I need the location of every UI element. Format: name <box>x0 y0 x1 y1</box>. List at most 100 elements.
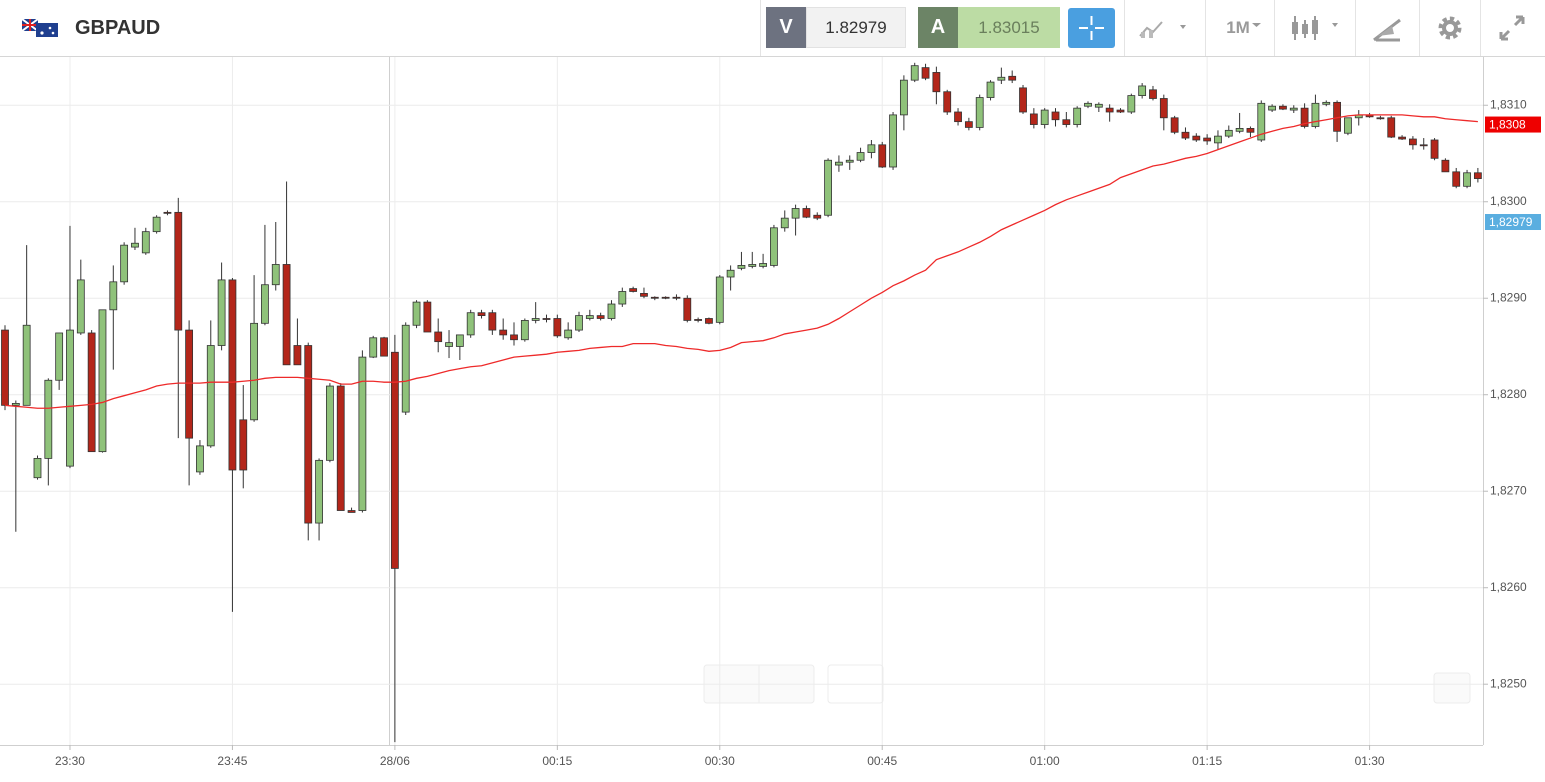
candle-body <box>1084 102 1092 107</box>
y-tick-label: 1,8260 <box>1490 580 1527 594</box>
candle-body <box>120 244 129 283</box>
candle-body <box>196 445 204 473</box>
y-tick-label: 1,8290 <box>1490 290 1527 304</box>
candle-body <box>531 318 540 321</box>
candle-body <box>477 312 486 317</box>
x-tick-label: 01:30 <box>1355 754 1385 768</box>
candle-body <box>585 315 594 319</box>
scroll-control[interactable] <box>1433 672 1471 704</box>
sell-label[interactable]: V <box>766 7 806 48</box>
candle-body <box>1051 111 1060 121</box>
candle-body <box>1 329 9 406</box>
candle-body <box>369 337 378 358</box>
candle-body <box>553 318 562 337</box>
candle-body <box>1062 119 1071 125</box>
x-tick-label: 23:30 <box>55 754 85 768</box>
candle-body <box>791 208 800 219</box>
candle-body <box>510 334 518 341</box>
candle-body <box>217 279 226 346</box>
candle-body <box>131 242 139 248</box>
candle-body <box>282 264 291 366</box>
candle-body <box>780 217 789 229</box>
candle-body <box>1398 136 1406 140</box>
candle-body <box>1181 131 1190 139</box>
candle-body <box>705 318 713 324</box>
candle-body <box>466 312 475 336</box>
candle-body <box>726 269 735 278</box>
candle-body <box>11 403 20 406</box>
candle-body <box>315 459 323 524</box>
candle-body <box>1116 109 1125 113</box>
candle-body <box>629 288 638 292</box>
sell-price[interactable]: 1.82979 <box>806 7 906 48</box>
candle-body <box>152 216 161 233</box>
candle-body <box>986 81 995 98</box>
candle-body <box>943 91 952 113</box>
candle-body <box>66 329 74 467</box>
candle-body <box>640 293 648 297</box>
candle-body <box>683 297 692 321</box>
candle-body <box>401 324 410 413</box>
candle-body <box>1138 85 1147 96</box>
chart-type-button[interactable] <box>1138 16 1194 40</box>
timeframe-caret <box>1252 23 1261 27</box>
candle-body <box>802 208 811 218</box>
candle-body <box>954 111 962 123</box>
candle-body <box>445 342 453 347</box>
candle-body <box>575 315 583 331</box>
x-tick-label: 00:45 <box>867 754 897 768</box>
candle-body <box>174 211 183 331</box>
candle-body <box>1430 139 1439 159</box>
candle-button[interactable] <box>1290 14 1346 42</box>
candle-body <box>964 121 973 128</box>
buy-label[interactable]: A <box>918 7 958 48</box>
buy-price[interactable]: 1.83015 <box>958 7 1060 48</box>
candle-body <box>141 231 150 254</box>
candle-body <box>650 296 659 299</box>
candle-body <box>889 114 897 168</box>
candle-body <box>1463 172 1471 187</box>
candle-body <box>33 458 42 479</box>
crosshair-button[interactable] <box>1068 8 1115 48</box>
candle-body <box>1409 138 1417 146</box>
candle-body <box>336 385 345 511</box>
y-tick-label: 1,8300 <box>1490 194 1527 208</box>
x-tick-label: 00:30 <box>705 754 735 768</box>
candle-body <box>1376 117 1385 120</box>
candle-body <box>347 510 356 513</box>
candle-body <box>737 265 746 269</box>
candle-body <box>694 319 703 321</box>
candle-body <box>1105 107 1114 113</box>
symbol: GBPAUD <box>75 16 161 39</box>
candle-body <box>715 276 724 323</box>
candle-body <box>1019 87 1027 113</box>
candle-body <box>921 67 930 79</box>
draw-button[interactable] <box>1372 16 1404 42</box>
timeframe[interactable]: 1M <box>1226 18 1250 37</box>
candle-body <box>618 291 627 305</box>
settings-button[interactable] <box>1436 14 1464 42</box>
candle-body <box>1322 101 1331 105</box>
candle-body <box>770 227 778 266</box>
candle-body <box>76 279 85 334</box>
candle-body <box>867 144 876 153</box>
candle-body <box>997 76 1006 81</box>
candle-body <box>1387 117 1396 138</box>
candle-body <box>1008 75 1017 81</box>
candle-body <box>434 331 443 343</box>
fullscreen-button[interactable] <box>1498 14 1526 42</box>
x-tick-label: 28/06 <box>380 754 410 768</box>
y-tick-label: 1,8250 <box>1490 676 1527 690</box>
axes: 1,8250 1,8260 1,8270 1,8280 1,8290 1,8300 1,83… <box>55 97 1541 768</box>
candle-body <box>1452 171 1461 187</box>
candle-body <box>380 337 388 357</box>
candle-body <box>1159 98 1168 119</box>
candle-body <box>271 264 280 286</box>
candle-body <box>44 379 53 459</box>
candle-body <box>1224 129 1233 137</box>
y-tick-label: 1,8310 <box>1490 97 1527 111</box>
candle-body <box>759 263 767 267</box>
candle-body <box>1279 105 1287 110</box>
candle-body <box>661 296 670 299</box>
candle-body <box>975 97 984 128</box>
